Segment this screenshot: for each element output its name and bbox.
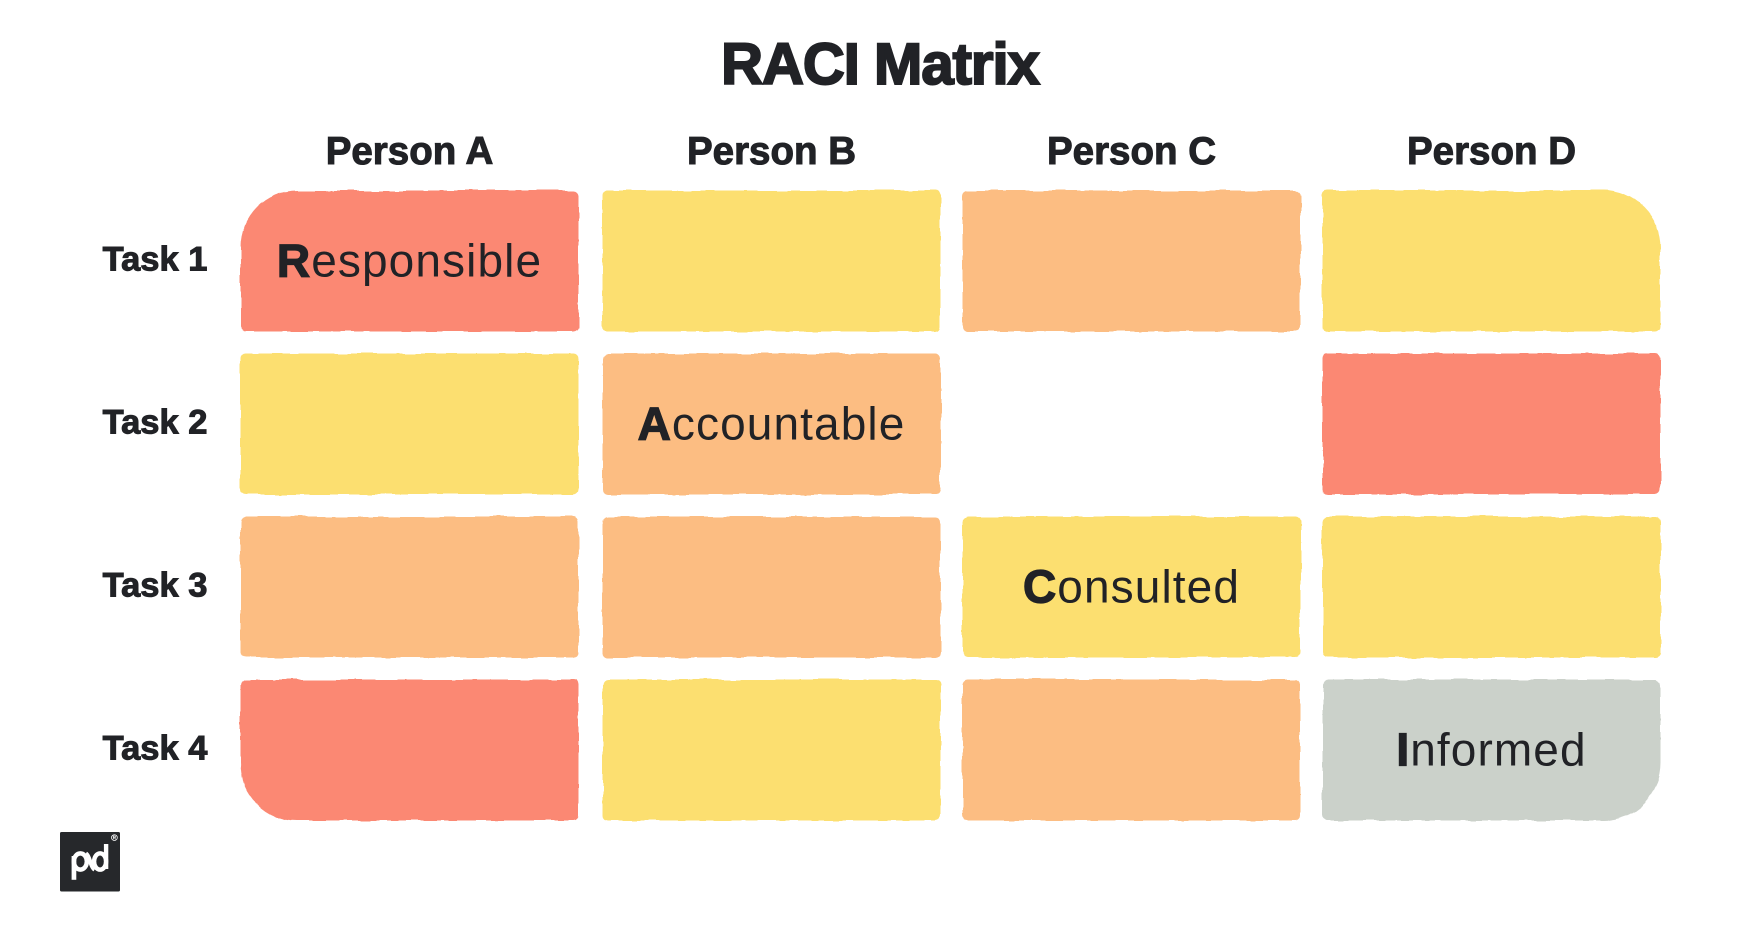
svg-text:Person D: Person D <box>1407 130 1576 173</box>
svg-text:Consulted: Consulted <box>1023 561 1240 613</box>
svg-text:Task 2: Task 2 <box>103 404 208 442</box>
svg-text:Responsible: Responsible <box>277 235 542 287</box>
svg-text:Task 4: Task 4 <box>103 730 208 768</box>
svg-text:Informed: Informed <box>1396 724 1586 776</box>
svg-text:Person C: Person C <box>1047 130 1216 173</box>
svg-text:Person B: Person B <box>687 130 856 173</box>
svg-text:Task 3: Task 3 <box>103 567 208 605</box>
svg-text:Accountable: Accountable <box>638 398 906 450</box>
svg-text:RACI Matrix: RACI Matrix <box>721 32 1039 97</box>
svg-text:Task 1: Task 1 <box>103 241 208 279</box>
svg-text:Person A: Person A <box>326 130 494 173</box>
